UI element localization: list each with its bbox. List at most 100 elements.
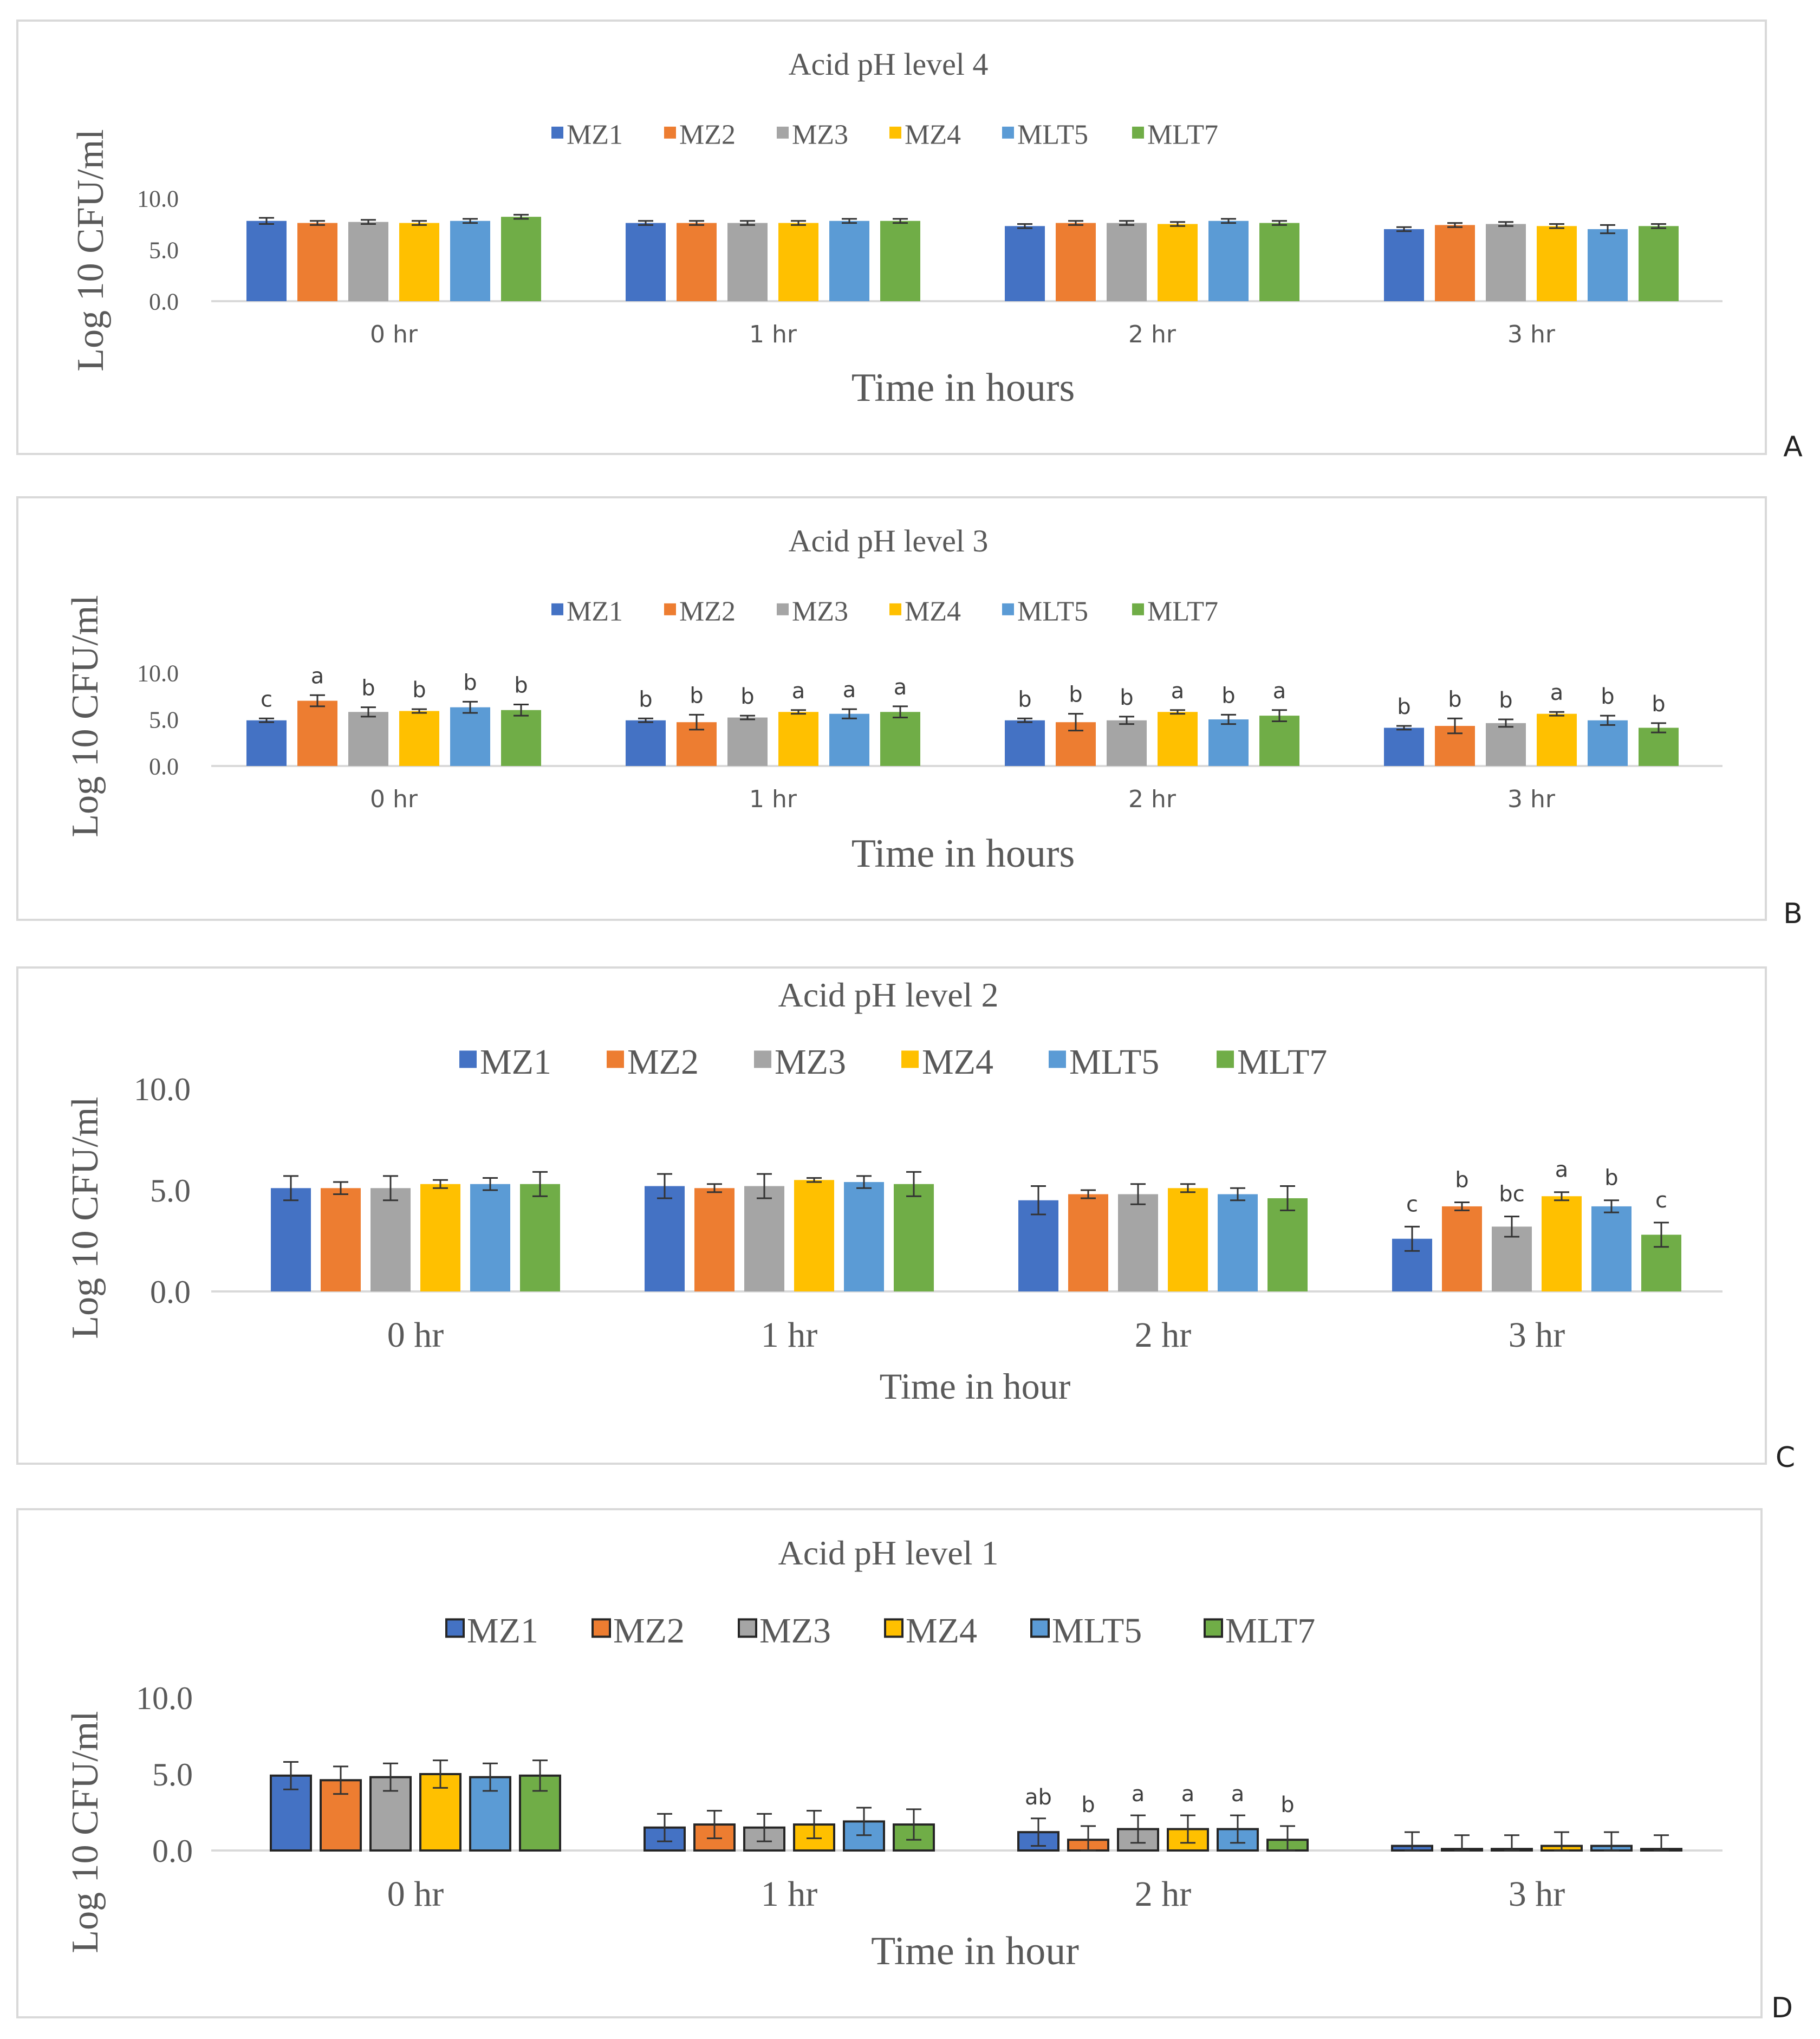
legend-label-mz3: MZ3 bbox=[759, 1611, 831, 1651]
bar-mlt7-2-hr bbox=[1259, 716, 1299, 766]
x-tick-label: 3 hr bbox=[1509, 1315, 1565, 1355]
legend: MZ1 MZ2 MZ3 MZ4 MLT5 MLT7 bbox=[445, 1611, 1315, 1651]
bar-mz2-0-hr bbox=[297, 223, 337, 301]
x-tick-label: 0 hr bbox=[387, 1874, 444, 1914]
chart-panel-a: Acid pH level 4 MZ1 MZ2 MZ3 MZ4 MLT5 MLT7 Log… bbox=[16, 20, 1803, 463]
bar-mz3-1-hr bbox=[727, 223, 768, 301]
legend-swatch-mlt5 bbox=[1002, 603, 1014, 615]
bar-mz3-2-hr bbox=[1118, 1194, 1158, 1291]
significance-letter: c bbox=[1406, 1192, 1418, 1217]
legend-swatch-mz3 bbox=[777, 126, 789, 139]
significance-letter: a bbox=[311, 664, 324, 689]
legend-swatch-mlt5 bbox=[1030, 1618, 1050, 1638]
bar-mz4-1-hr bbox=[778, 712, 818, 766]
bar-mlt7-0-hr bbox=[501, 710, 541, 766]
x-tick-label: 1 hr bbox=[761, 1874, 818, 1914]
y-tick-label: 0.0 bbox=[150, 1274, 191, 1310]
legend-swatch-mlt7 bbox=[1132, 603, 1144, 615]
bar-mlt7-1-hr bbox=[894, 1184, 934, 1291]
panel-label: A bbox=[1783, 431, 1803, 463]
chart-panel-d: Acid pH level 1 MZ1 MZ2 MZ3 MZ4 MLT5 MLT7 Log… bbox=[16, 1508, 1793, 2024]
significance-letter: ab bbox=[1025, 1785, 1052, 1810]
x-tick-label: 3 hr bbox=[1507, 321, 1556, 348]
bar-mz4-0-hr bbox=[420, 1184, 460, 1291]
bar-mz3-0-hr bbox=[348, 222, 388, 301]
significance-letter: b bbox=[1397, 694, 1410, 719]
y-tick-label: 0.0 bbox=[149, 753, 179, 780]
legend-swatch-mz4 bbox=[889, 126, 901, 139]
legend-label-mlt7: MLT7 bbox=[1147, 596, 1218, 627]
y-tick-label: 5.0 bbox=[149, 706, 179, 733]
bar-mz4-2-hr bbox=[1158, 712, 1198, 766]
legend-label-mz4: MZ4 bbox=[906, 1611, 977, 1651]
legend-swatch-mz3 bbox=[754, 1050, 771, 1068]
significance-letter: a bbox=[1181, 1782, 1195, 1807]
significance-letter: a bbox=[1555, 1158, 1569, 1183]
bar-mz4-1-hr bbox=[794, 1180, 834, 1291]
legend-swatch-mz4 bbox=[884, 1618, 903, 1638]
y-tick-label: 10.0 bbox=[136, 1680, 193, 1716]
panel-label: D bbox=[1771, 1992, 1793, 2024]
bar-mz4-0-hr bbox=[399, 711, 439, 766]
legend-label-mz2: MZ2 bbox=[627, 1042, 699, 1082]
bar-mlt5-2-hr bbox=[1218, 1194, 1258, 1291]
legend-label-mlt7: MLT7 bbox=[1225, 1611, 1315, 1651]
bar-mlt5-1-hr bbox=[829, 713, 869, 766]
y-tick-label: 5.0 bbox=[150, 1173, 191, 1209]
bar-mz3-3-hr bbox=[1486, 224, 1526, 301]
bar-mz4-0-hr bbox=[399, 223, 439, 301]
x-tick-label: 0 hr bbox=[387, 1315, 444, 1355]
legend-label-mz4: MZ4 bbox=[922, 1042, 993, 1082]
plot-area: 0.0 5.0 10.0 0 hr 1 hr 2 hr 3 hr bbox=[137, 185, 1722, 348]
bar-mz1-0-hr bbox=[246, 220, 287, 301]
significance-letter: b bbox=[740, 684, 754, 709]
significance-letter: a bbox=[1171, 679, 1185, 704]
bar-mz3-2-hr bbox=[1107, 720, 1147, 766]
significance-letter: b bbox=[1499, 688, 1512, 713]
y-tick-label: 10.0 bbox=[137, 185, 179, 212]
y-tick-label: 10.0 bbox=[137, 660, 179, 686]
legend-swatch-mlt7 bbox=[1132, 126, 1144, 139]
significance-letter: b bbox=[1604, 1166, 1618, 1191]
significance-letter: b bbox=[1280, 1793, 1294, 1817]
legend-label-mz2: MZ2 bbox=[679, 596, 736, 627]
legend-swatch-mz2 bbox=[607, 1050, 624, 1068]
bar-mlt7-3-hr bbox=[1639, 728, 1679, 766]
legend-swatch-mlt5 bbox=[1049, 1050, 1066, 1068]
chart-title: Acid pH level 2 bbox=[778, 976, 999, 1014]
chart-panel-c: Acid pH level 2 MZ1 MZ2 MZ3 MZ4 MLT5 MLT7 Log… bbox=[16, 966, 1795, 1474]
bar-mz1-2-hr bbox=[1005, 720, 1045, 766]
significance-letter: b bbox=[690, 683, 703, 708]
bar-mz4-2-hr bbox=[1158, 224, 1198, 301]
bar-mz2-0-hr bbox=[297, 700, 337, 766]
y-tick-label: 10.0 bbox=[134, 1072, 191, 1107]
significance-letter: bc bbox=[1499, 1182, 1524, 1207]
legend-label-mlt7: MLT7 bbox=[1237, 1042, 1327, 1082]
legend-swatch-mz3 bbox=[777, 603, 789, 615]
legend-label-mz2: MZ2 bbox=[613, 1611, 685, 1651]
chart-title: Acid pH level 4 bbox=[789, 47, 989, 82]
significance-letter: a bbox=[1273, 679, 1286, 704]
significance-letter: b bbox=[1221, 683, 1235, 708]
bar-mz4-3-hr bbox=[1537, 713, 1577, 766]
bar-mz1-0-hr bbox=[271, 1188, 311, 1291]
x-tick-label: 1 hr bbox=[761, 1315, 818, 1355]
significance-letter: b bbox=[514, 673, 528, 698]
bar-mlt7-1-hr bbox=[880, 220, 920, 301]
panel-label: B bbox=[1783, 898, 1803, 930]
bar-mz4-3-hr bbox=[1542, 1196, 1582, 1291]
significance-letter: a bbox=[1132, 1782, 1145, 1807]
bar-mz1-1-hr bbox=[626, 720, 666, 766]
x-tick-label: 2 hr bbox=[1135, 1315, 1192, 1355]
significance-letter: b bbox=[463, 670, 477, 695]
x-tick-label: 2 hr bbox=[1135, 1874, 1192, 1914]
bar-mlt7-1-hr bbox=[880, 712, 920, 766]
legend-swatch-mz4 bbox=[889, 603, 901, 615]
x-tick-label: 2 hr bbox=[1128, 785, 1176, 813]
significance-letter: b bbox=[1601, 684, 1614, 709]
legend: MZ1 MZ2 MZ3 MZ4 MLT5 MLT7 bbox=[459, 1042, 1327, 1082]
bar-mlt5-0-hr bbox=[450, 220, 490, 301]
bar-mz3-0-hr bbox=[370, 1188, 411, 1291]
